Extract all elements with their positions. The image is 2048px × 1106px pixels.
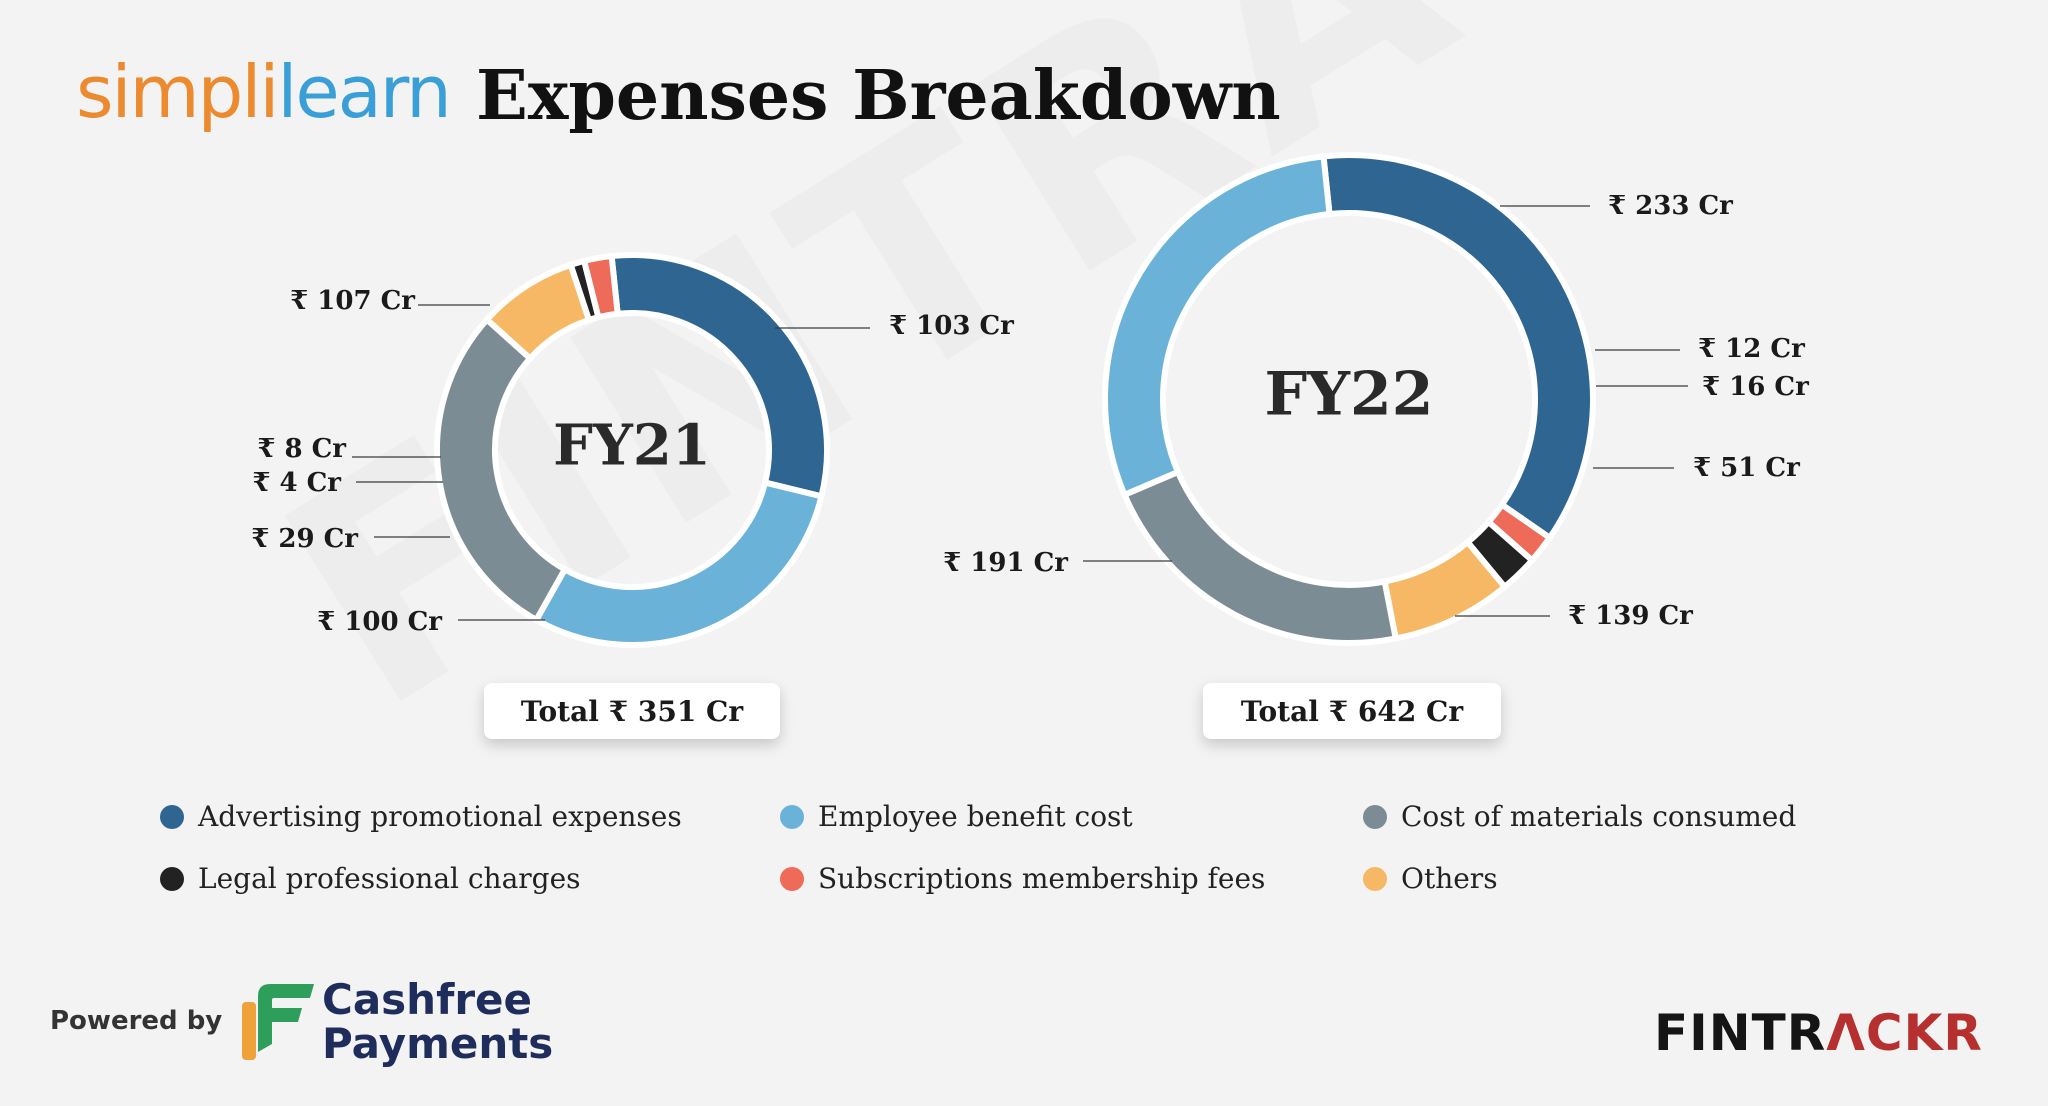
- legend-item: Advertising promotional expenses: [160, 800, 682, 833]
- total-fy21: Total ₹ 351 Cr: [484, 683, 780, 739]
- cashfree-logo-icon: [242, 984, 314, 1060]
- legend-label: Advertising promotional expenses: [198, 800, 682, 833]
- data-label: ₹ 8 Cr: [257, 434, 346, 464]
- legend-dot: [1363, 866, 1387, 891]
- logo-text-simpl: simpl: [76, 50, 261, 134]
- legend-item: Employee benefit cost: [780, 800, 1133, 833]
- legend-dot: [160, 866, 184, 891]
- data-label: ₹ 191 Cr: [943, 548, 1068, 578]
- data-label: ₹ 107 Cr: [290, 286, 415, 316]
- cashfree-line1: Cashfree: [322, 975, 533, 1024]
- cashfree-line2: Payments: [322, 1019, 554, 1068]
- legend-label: Employee benefit cost: [818, 800, 1133, 833]
- legend-label: Cost of materials consumed: [1401, 800, 1797, 833]
- legend-label: Legal professional charges: [198, 862, 581, 895]
- legend-label: Others: [1401, 862, 1498, 895]
- legend-label: Subscriptions membership fees: [818, 862, 1266, 895]
- data-label: ₹ 139 Cr: [1568, 601, 1693, 631]
- legend-dot: [1363, 804, 1387, 829]
- fintrackr-text-part1: FINTR: [1654, 1004, 1827, 1062]
- legend-item: Others: [1363, 862, 1498, 895]
- cashfree-wordmark: Cashfree Payments: [322, 978, 553, 1066]
- powered-by-label: Powered by: [50, 1006, 223, 1036]
- slice-fy21-advertising-promotional-expenses: [608, 252, 830, 500]
- data-label: ₹ 16 Cr: [1702, 372, 1809, 402]
- slice-fy22-employee-benefit-cost: [1102, 153, 1333, 499]
- slice-fy22-cost-of-materials-consumed: [1120, 468, 1400, 646]
- fintrackr-logo: FINTRΛCKR: [1654, 1008, 1983, 1058]
- logo-text-learn: learn: [277, 50, 451, 134]
- fintrackr-text-a: Λ: [1826, 1004, 1866, 1062]
- data-label: ₹ 100 Cr: [317, 607, 442, 637]
- fintrackr-text-part3: CKR: [1865, 1004, 1983, 1062]
- logo-text-i: i: [259, 50, 279, 134]
- data-label: ₹ 233 Cr: [1608, 191, 1733, 221]
- data-label: ₹ 12 Cr: [1698, 334, 1805, 364]
- slice-fy21-subscriptions-membership-fees: [580, 252, 621, 321]
- slice-fy21-employee-benefit-cost: [532, 478, 826, 648]
- center-label-fy22: FY22: [1265, 360, 1434, 430]
- legend: Advertising promotional expenses Employee…: [160, 800, 1860, 930]
- data-label: ₹ 103 Cr: [889, 311, 1014, 341]
- chart-title: Expenses Breakdown: [476, 56, 1281, 136]
- legend-item: Legal professional charges: [160, 862, 581, 895]
- slice-fy21-cost-of-materials-consumed: [434, 315, 569, 625]
- total-fy22: Total ₹ 642 Cr: [1203, 683, 1501, 739]
- data-label: ₹ 29 Cr: [251, 524, 358, 554]
- legend-dot: [780, 866, 804, 891]
- simplilearn-logo: simplilearn: [76, 56, 452, 128]
- slice-fy22-advertising-promotional-expenses: [1320, 152, 1596, 542]
- data-label: ₹ 4 Cr: [252, 468, 341, 498]
- legend-dot: [160, 804, 184, 829]
- center-label-fy21: FY21: [553, 413, 711, 479]
- legend-item: Subscriptions membership fees: [780, 862, 1265, 895]
- legend-item: Cost of materials consumed: [1363, 800, 1796, 833]
- data-label: ₹ 51 Cr: [1693, 453, 1800, 483]
- legend-dot: [780, 804, 804, 829]
